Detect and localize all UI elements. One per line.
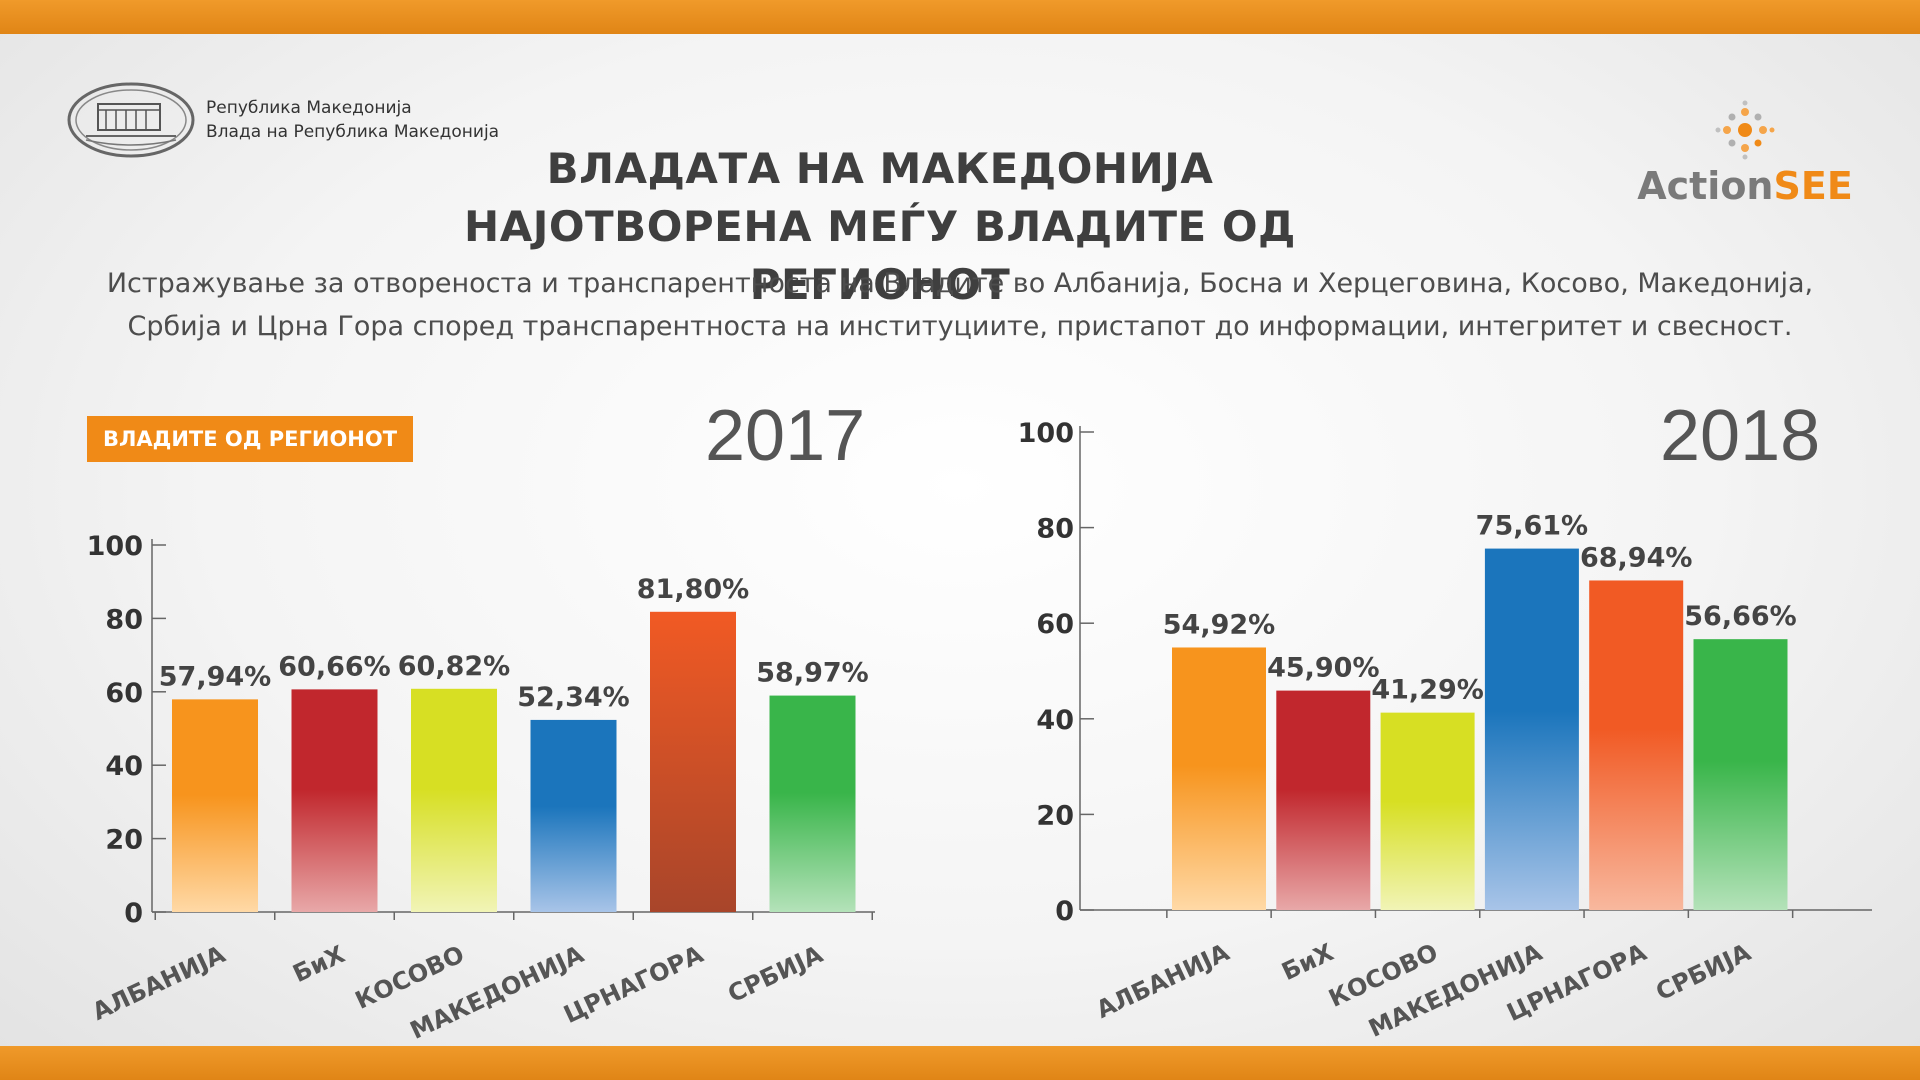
bar-албанија xyxy=(172,699,258,912)
y-tick-label: 60 xyxy=(1036,609,1074,640)
top-band xyxy=(0,0,1920,34)
bar-албанија xyxy=(1172,647,1266,910)
bar-србија xyxy=(769,695,856,912)
title-line-1: ВЛАДАТА НА МАКЕДОНИЈА xyxy=(546,144,1214,193)
government-emblem-icon xyxy=(67,82,195,158)
bar-македонија xyxy=(1484,548,1579,910)
value-label: 68,94% xyxy=(1580,542,1692,573)
y-tick-label: 40 xyxy=(1036,705,1074,736)
bar-бих xyxy=(1276,690,1371,910)
bar-црнагора xyxy=(1589,580,1684,910)
sun-dots-icon xyxy=(1715,100,1775,160)
value-label: 41,29% xyxy=(1371,675,1483,706)
y-tick-label: 80 xyxy=(1036,514,1074,545)
subtitle-line-2: Србија и Црна Гора според транспарентнос… xyxy=(127,311,1793,342)
logo-text-see: SEE xyxy=(1773,164,1853,208)
y-tick-label: 0 xyxy=(124,898,143,929)
bar-македонија xyxy=(530,719,617,912)
category-label: АЛБАНИЈА xyxy=(88,940,230,1026)
page-subtitle: Истражување за отвореноста и транспарент… xyxy=(90,262,1830,348)
y-tick-label: 20 xyxy=(1036,800,1074,831)
category-label: СРБИЈА xyxy=(724,940,828,1008)
value-label: 52,34% xyxy=(517,682,629,713)
value-label: 81,80% xyxy=(637,574,749,605)
bar-србија xyxy=(1693,639,1788,910)
bar-црнагора xyxy=(650,611,736,912)
page-title: ВЛАДАТА НА МАКЕДОНИЈА НАЈОТВОРЕНА МЕЃУ В… xyxy=(380,140,1380,314)
year-2018-label: 2018 xyxy=(1660,396,1821,476)
y-tick-label: 80 xyxy=(105,604,143,635)
y-tick-label: 40 xyxy=(105,751,143,782)
subtitle-line-1: Истражување за отвореноста и транспарент… xyxy=(106,268,1814,299)
bar-бих xyxy=(291,689,378,912)
category-label: БиХ xyxy=(1277,938,1338,986)
category-label: МАКЕДОНИЈА xyxy=(1364,938,1547,1043)
bottom-band xyxy=(0,1046,1920,1080)
y-tick-label: 60 xyxy=(105,678,143,709)
category-label: БиХ xyxy=(289,940,350,988)
value-label: 54,92% xyxy=(1163,609,1275,640)
value-label: 75,61% xyxy=(1476,511,1588,542)
category-label: СРБИЈА xyxy=(1652,938,1756,1006)
year-2017-label: 2017 xyxy=(705,396,866,476)
chart-2017: 0 20 40 60 80 100 57,94% АЛБАНИЈА 60,66% БиХ 60,82… xyxy=(87,531,875,1045)
value-label: 60,82% xyxy=(398,651,510,682)
category-label: АЛБАНИЈА xyxy=(1092,938,1234,1024)
actionsee-logo: ActionSEE xyxy=(1630,100,1860,210)
gov-line-1: Република Македонија xyxy=(206,98,412,118)
government-logo: Република Македонија Влада на Република … xyxy=(66,80,499,160)
y-tick-label: 100 xyxy=(1018,418,1074,449)
bar-косово xyxy=(411,688,497,912)
value-label: 60,66% xyxy=(278,651,390,682)
y-tick-label: 20 xyxy=(105,825,143,856)
chart-2018: 0 20 40 60 80 100 54,92% АЛБАНИЈА 45,90% БиХ 41,29… xyxy=(1018,418,1872,1043)
logo-text-action: Action xyxy=(1637,164,1774,208)
value-label: 57,94% xyxy=(159,661,271,692)
region-badge: ВЛАДИТЕ ОД РЕГИОНОТ xyxy=(87,416,413,462)
value-label: 58,97% xyxy=(756,658,868,689)
gov-line-2: Влада на Република Македонија xyxy=(206,122,500,142)
title-line-2: НАЈОТВОРЕНА МЕЃУ ВЛАДИТЕ ОД РЕГИОНОТ xyxy=(464,202,1296,309)
actionsee-wordmark: ActionSEE xyxy=(1630,164,1860,208)
y-tick-label: 100 xyxy=(87,531,143,562)
y-tick-label: 0 xyxy=(1055,896,1074,927)
value-label: 45,90% xyxy=(1267,653,1379,684)
bar-косово xyxy=(1380,712,1475,910)
value-label: 56,66% xyxy=(1684,601,1796,632)
